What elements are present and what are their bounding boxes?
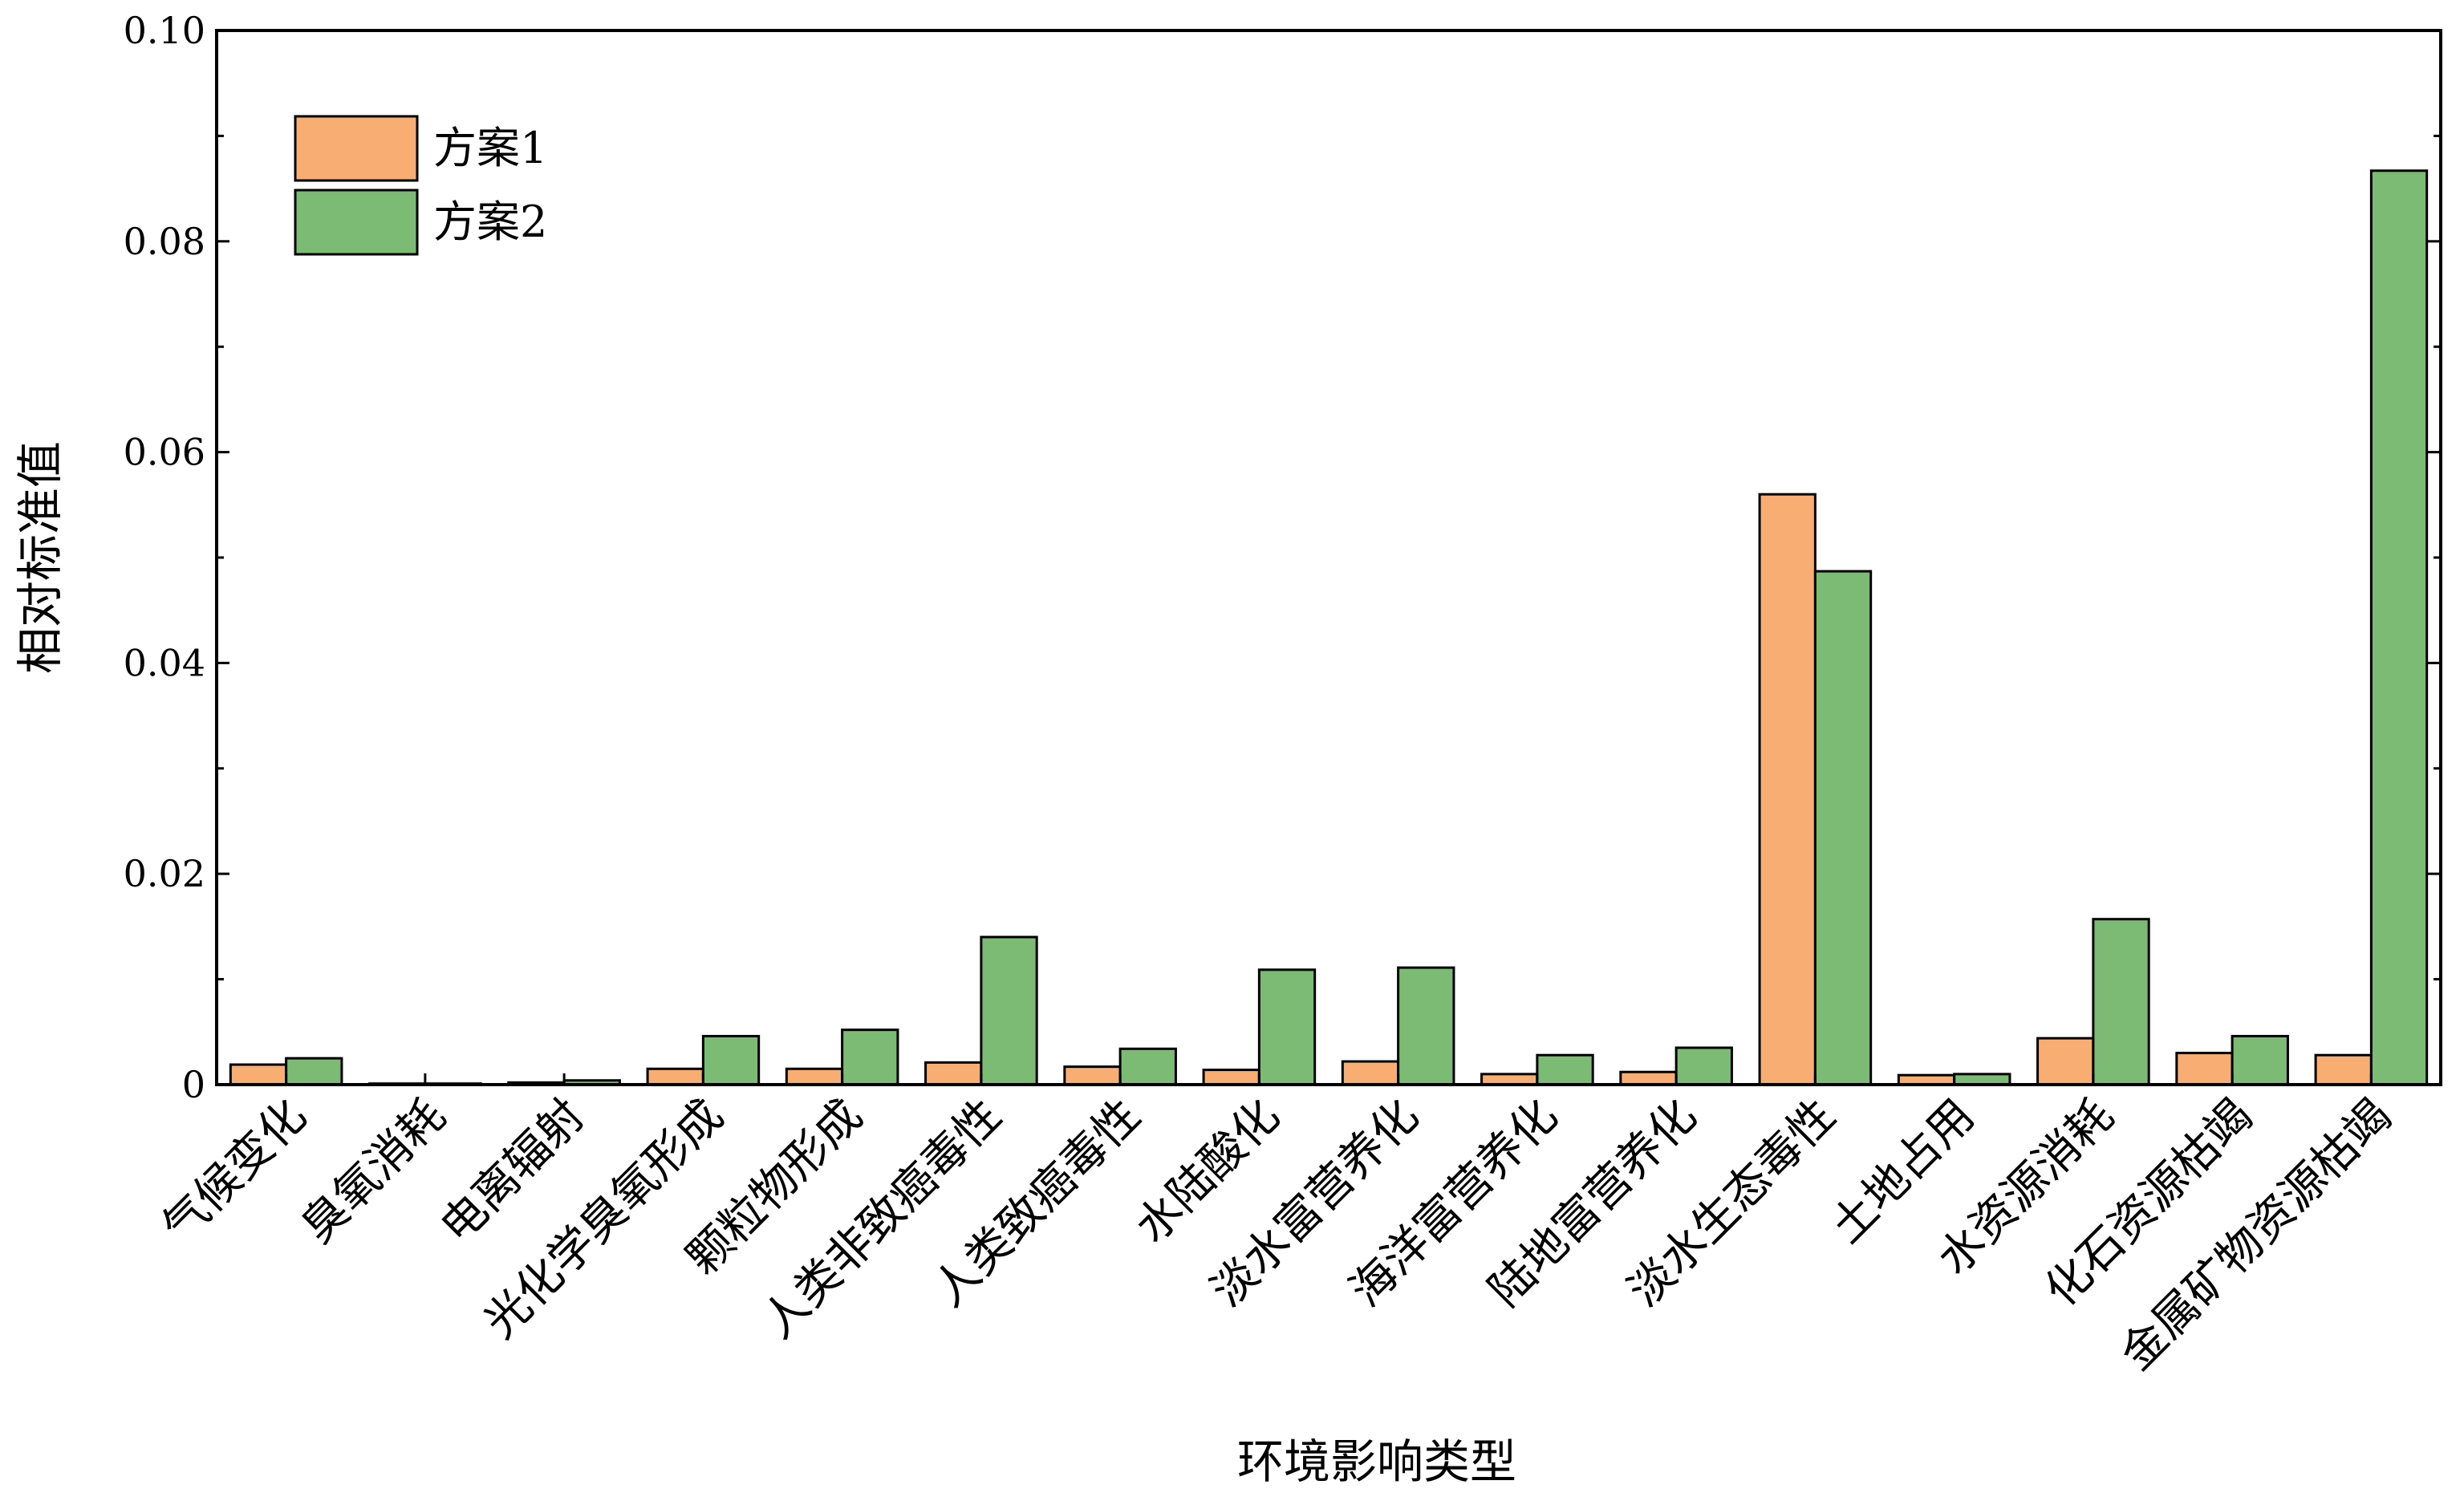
x-tick-label: 金属矿物资源枯竭 bbox=[2111, 1089, 2402, 1381]
x-axis-title: 环境影响类型 bbox=[1237, 1434, 1516, 1489]
bar-1 bbox=[229, 1063, 288, 1086]
x-axis: 气候变化臭氧消耗电离辐射光化学臭氧形成颗粒物形成人类非致癌毒性人类致癌毒性水陆酸… bbox=[152, 1073, 2401, 1381]
x-tick-label: 光化学臭氧形成 bbox=[474, 1089, 733, 1349]
legend-label: 方案2 bbox=[433, 197, 547, 247]
y-tick-label: 0.08 bbox=[124, 220, 205, 263]
bar-2 bbox=[2231, 1035, 2289, 1086]
bar-1 bbox=[1202, 1069, 1260, 1086]
bar-1 bbox=[2036, 1036, 2095, 1086]
x-tick-label: 臭氧消耗 bbox=[291, 1089, 455, 1253]
y-axis: 0 0.02 0.04 0.06 0.08 0.10 bbox=[124, 9, 2441, 1106]
bar-2 bbox=[1813, 570, 1873, 1086]
bar-2 bbox=[1674, 1046, 1733, 1086]
bar-2 bbox=[1536, 1053, 1594, 1086]
x-tick-label: 人类非致癌毒性 bbox=[753, 1089, 1012, 1349]
bars-layer bbox=[229, 169, 2429, 1086]
legend-label: 方案1 bbox=[433, 123, 547, 173]
bar-2 bbox=[285, 1057, 343, 1086]
bar-2 bbox=[1257, 968, 1317, 1086]
bar-2 bbox=[2092, 918, 2150, 1086]
bar-1 bbox=[646, 1067, 704, 1086]
y-tick-label: 0.04 bbox=[124, 641, 205, 684]
bar-1 bbox=[2314, 1053, 2373, 1086]
bar-1 bbox=[1619, 1070, 1678, 1086]
bar-1 bbox=[785, 1067, 844, 1086]
y-axis-title: 相对标准值 bbox=[13, 441, 67, 674]
bar-2 bbox=[2369, 169, 2429, 1086]
bar-2 bbox=[1397, 966, 1455, 1086]
y-tick-label: 0 bbox=[182, 1063, 205, 1106]
bar-1 bbox=[924, 1061, 983, 1086]
bar-2 bbox=[980, 935, 1038, 1086]
bar-2 bbox=[701, 1035, 761, 1086]
bar-1 bbox=[1063, 1065, 1122, 1086]
bar-2 bbox=[841, 1028, 899, 1086]
y-tick-label: 0.10 bbox=[124, 9, 205, 52]
legend-swatch bbox=[294, 189, 419, 256]
y-tick-label: 0.06 bbox=[124, 431, 205, 474]
bar-1 bbox=[1341, 1060, 1400, 1086]
legend-swatch bbox=[294, 115, 419, 182]
bar-2 bbox=[1118, 1047, 1177, 1086]
bar-1 bbox=[2175, 1052, 2234, 1086]
bar-1 bbox=[1758, 493, 1817, 1086]
y-tick-label: 0.02 bbox=[124, 852, 205, 895]
x-tick-label: 气候变化 bbox=[152, 1089, 316, 1253]
